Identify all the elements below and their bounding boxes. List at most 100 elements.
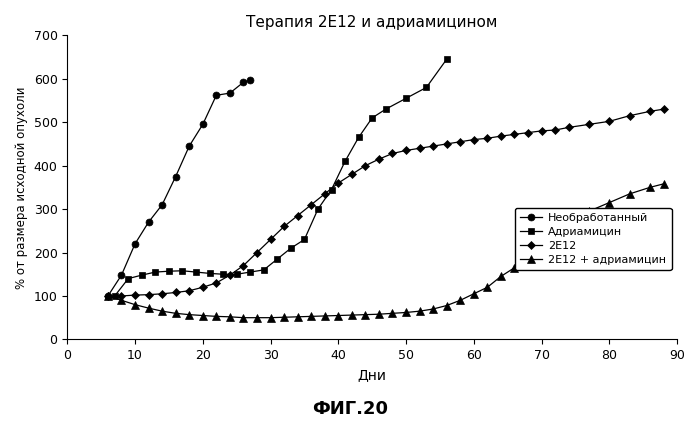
2Е12 xyxy=(442,141,451,146)
Необработанный xyxy=(225,91,234,96)
2Е12 xyxy=(239,263,248,268)
2Е12 + адриамицин xyxy=(456,298,465,303)
2Е12 xyxy=(551,127,559,133)
Необработанный xyxy=(246,78,254,83)
Text: ФИГ.20: ФИГ.20 xyxy=(312,400,388,418)
2Е12 + адриамицин xyxy=(172,311,180,316)
2Е12 + адриамицин xyxy=(307,314,316,319)
X-axis label: Дни: Дни xyxy=(358,368,386,381)
Необработанный xyxy=(239,80,248,85)
Адриамицин xyxy=(151,270,160,275)
2Е12 + адриамицин xyxy=(334,313,342,318)
Необработанный xyxy=(185,143,193,149)
Адриамицин xyxy=(232,272,241,277)
2Е12 xyxy=(402,148,410,153)
Необработанный xyxy=(104,293,112,298)
2Е12 + адриамицин xyxy=(158,308,167,314)
2Е12 xyxy=(625,113,634,118)
Line: Адриамицин: Адриамицин xyxy=(111,56,450,300)
2Е12 xyxy=(266,237,274,242)
Необработанный xyxy=(131,241,139,246)
2Е12 + адриамицин xyxy=(483,285,491,290)
2Е12 + адриамицин xyxy=(605,200,613,205)
2Е12 xyxy=(158,291,167,296)
Адриамицин xyxy=(354,135,363,140)
Адриамицин xyxy=(219,272,228,277)
2Е12 xyxy=(415,146,424,151)
2Е12 xyxy=(293,213,302,218)
2Е12 + адриамицин xyxy=(442,303,451,308)
2Е12 xyxy=(564,125,573,130)
2Е12 + адриамицин xyxy=(497,274,505,279)
2Е12 xyxy=(646,109,654,114)
Необработанный xyxy=(158,202,167,207)
Необработанный xyxy=(144,219,153,225)
Адриамицин xyxy=(368,115,377,120)
2Е12 xyxy=(456,139,465,144)
2Е12 xyxy=(524,130,532,135)
2Е12 xyxy=(212,280,220,285)
2Е12 xyxy=(497,134,505,139)
Адриамицин xyxy=(273,257,281,262)
2Е12 xyxy=(374,157,383,162)
2Е12 + адриамицин xyxy=(104,293,112,298)
2Е12 + адриамицин xyxy=(584,209,593,214)
2Е12 + адриамицин xyxy=(199,313,207,318)
2Е12 xyxy=(104,293,112,298)
Необработанный xyxy=(212,93,220,98)
2Е12 + адриамицин xyxy=(185,312,193,317)
2Е12 xyxy=(199,285,207,290)
2Е12 + адриамицин xyxy=(524,254,532,260)
2Е12 xyxy=(389,151,397,156)
2Е12 + адриамицин xyxy=(564,222,573,227)
Адриамицин xyxy=(402,96,410,101)
2Е12 + адриамицин xyxy=(625,191,634,196)
Адриамицин xyxy=(314,206,322,211)
Адриамицин xyxy=(300,237,309,242)
2Е12 xyxy=(185,288,193,293)
2Е12 + адриамицин xyxy=(348,313,356,318)
Line: 2Е12 + адриамицин: 2Е12 + адриамицин xyxy=(104,180,668,322)
2Е12 xyxy=(144,292,153,297)
2Е12 xyxy=(172,290,180,295)
Адриамицин xyxy=(246,270,254,275)
Адриамицин xyxy=(124,276,132,281)
2Е12 xyxy=(253,250,261,255)
2Е12 xyxy=(605,119,613,124)
2Е12 + адриамицин xyxy=(646,185,654,190)
Необработанный xyxy=(199,122,207,127)
2Е12 + адриамицин xyxy=(429,306,438,311)
2Е12 + адриамицин xyxy=(321,314,329,319)
2Е12 + адриамицин xyxy=(415,308,424,314)
2Е12 + адриамицин xyxy=(510,265,519,270)
Адриамицин xyxy=(192,270,200,275)
2Е12 + адриамицин xyxy=(266,315,274,320)
2Е12 xyxy=(538,128,546,133)
Legend: Необработанный, Адриамицин, 2Е12, 2Е12 + адриамицин: Необработанный, Адриамицин, 2Е12, 2Е12 +… xyxy=(514,208,671,271)
2Е12 xyxy=(280,224,288,229)
2Е12 + адриамицин xyxy=(212,314,220,319)
Адриамицин xyxy=(138,273,146,278)
2Е12 + адриамицин xyxy=(361,312,370,317)
2Е12 + адриамицин xyxy=(225,314,234,319)
2Е12 + адриамицин xyxy=(374,312,383,317)
Y-axis label: % от размера исходной опухоли: % от размера исходной опухоли xyxy=(15,86,28,289)
2Е12 xyxy=(334,181,342,186)
2Е12 xyxy=(510,132,519,137)
2Е12 + адриамицин xyxy=(470,291,478,296)
2Е12 + адриамицин xyxy=(118,298,126,303)
Адриамицин xyxy=(287,246,295,251)
2Е12 + адриамицин xyxy=(131,302,139,307)
Адриамицин xyxy=(178,268,187,273)
2Е12 xyxy=(225,273,234,278)
Адриамицин xyxy=(205,271,214,276)
2Е12 + адриамицин xyxy=(402,310,410,315)
Line: 2Е12: 2Е12 xyxy=(105,106,666,299)
2Е12 xyxy=(321,191,329,196)
Необработанный xyxy=(118,273,126,278)
2Е12 + адриамицин xyxy=(389,311,397,316)
2Е12 + адриамицин xyxy=(253,315,261,320)
2Е12 + адриамицин xyxy=(239,315,248,320)
2Е12 + адриамицин xyxy=(280,315,288,320)
2Е12 xyxy=(118,293,126,298)
